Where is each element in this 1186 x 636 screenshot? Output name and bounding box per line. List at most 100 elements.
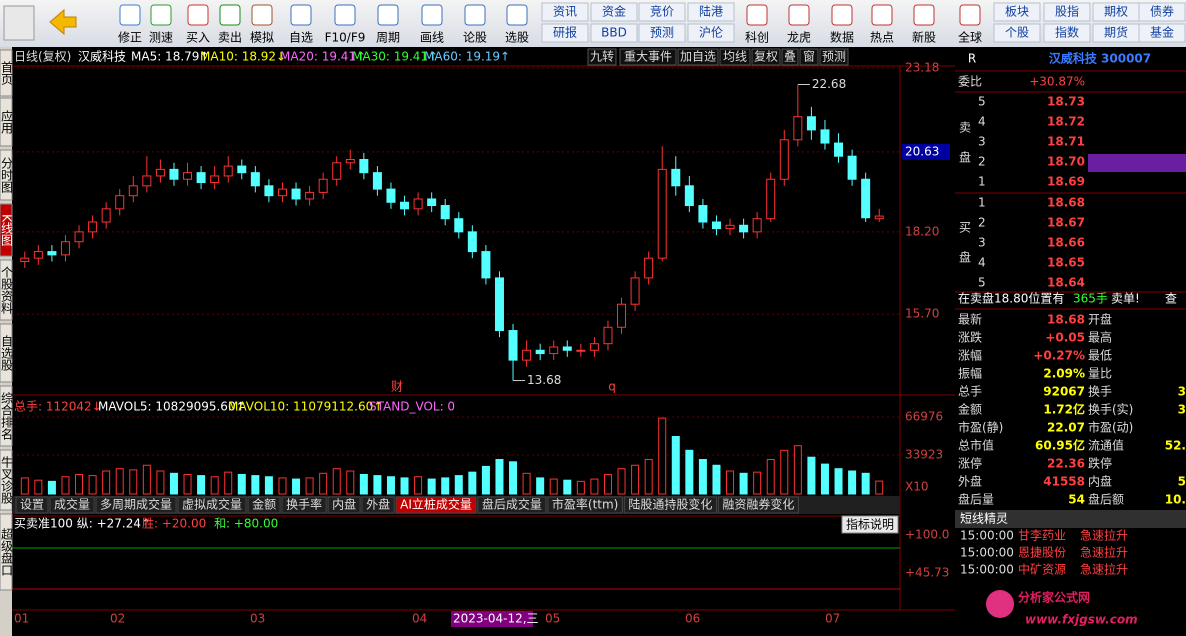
tool-box[interactable] <box>687 23 735 43</box>
tool-button[interactable]: 全球 <box>958 30 982 45</box>
tab-bg[interactable] <box>477 496 547 514</box>
side-tab[interactable] <box>0 385 13 447</box>
tool-button[interactable]: 陆港 <box>699 4 723 19</box>
tab[interactable]: 外盘 <box>366 497 390 512</box>
side-tab-label[interactable]: 自选股 <box>0 335 14 372</box>
tool-icon[interactable] <box>506 4 528 26</box>
tool-button[interactable]: 板块 <box>1005 5 1029 19</box>
tool-button[interactable]: BBD <box>601 26 627 40</box>
tool-icon[interactable] <box>913 4 935 26</box>
side-tab[interactable] <box>0 449 13 511</box>
tab-bg[interactable] <box>717 496 799 514</box>
tool-button[interactable]: 测速 <box>149 31 173 45</box>
tool-button[interactable]: 热点 <box>870 31 894 45</box>
chart-button-label[interactable]: 预测 <box>822 50 846 64</box>
tool-button[interactable]: 期货 <box>1104 25 1128 40</box>
tab-bg[interactable] <box>281 496 327 514</box>
side-tab[interactable] <box>0 149 13 201</box>
tool-button[interactable]: 个股 <box>1005 26 1029 40</box>
indicator-button[interactable] <box>841 515 899 534</box>
side-tab[interactable] <box>0 203 13 257</box>
tool-box[interactable] <box>590 23 638 43</box>
chart-button-label[interactable]: 重大事件 <box>624 50 672 64</box>
tool-button[interactable]: 研报 <box>553 25 577 40</box>
tool-box[interactable] <box>1043 23 1091 43</box>
chart-button[interactable] <box>587 48 617 66</box>
tool-button[interactable]: 论股 <box>463 31 487 45</box>
side-tab[interactable] <box>0 259 13 321</box>
tool-icon[interactable] <box>219 4 241 26</box>
tool-icon[interactable] <box>290 4 312 26</box>
tool-icon[interactable] <box>746 4 768 26</box>
back-arrow[interactable] <box>49 8 77 36</box>
tool-icon[interactable] <box>119 4 141 26</box>
tool-box[interactable] <box>541 23 589 43</box>
tool-button[interactable]: 指数 <box>1055 25 1079 40</box>
tab-bg[interactable] <box>95 496 177 514</box>
chart-button[interactable] <box>781 48 799 66</box>
tab[interactable]: 内盘 <box>332 497 356 512</box>
chart-button-label[interactable]: 九转 <box>590 49 614 64</box>
tool-box[interactable] <box>1138 2 1186 22</box>
tool-button[interactable]: 竞价 <box>650 5 674 19</box>
tool-icon[interactable] <box>464 4 486 26</box>
tool-button[interactable]: 周期 <box>376 31 400 45</box>
tab-bg[interactable] <box>247 496 281 514</box>
tab-bg[interactable] <box>547 496 623 514</box>
tool-button[interactable]: 选股 <box>505 31 529 45</box>
tab[interactable]: 融资融券变化 <box>722 497 794 512</box>
tab-bg[interactable] <box>49 496 95 514</box>
tool-button[interactable]: 模拟 <box>250 31 274 45</box>
tab[interactable]: 陆股通持股变化 <box>628 497 712 512</box>
side-tab-label[interactable]: 牛叉诊股 <box>0 455 14 505</box>
tab[interactable]: 成交量 <box>54 497 90 512</box>
side-tab-label[interactable]: 应用 <box>0 109 14 135</box>
chart-button[interactable] <box>799 48 819 66</box>
tab[interactable]: 换手率 <box>286 497 322 512</box>
chart-button[interactable] <box>619 48 677 66</box>
chart-button[interactable] <box>719 48 751 66</box>
tab[interactable]: 虚拟成交量 <box>182 497 242 512</box>
tool-button[interactable]: 画线 <box>420 31 444 45</box>
tool-button[interactable]: 卖出 <box>218 31 242 45</box>
tool-box[interactable] <box>638 2 686 22</box>
side-tab[interactable] <box>0 97 13 147</box>
tab[interactable]: AI立桩成交量 <box>400 497 472 512</box>
tool-button[interactable]: 自选 <box>289 31 313 45</box>
chart-button-label[interactable]: 均线 <box>723 50 747 64</box>
tool-button[interactable]: 数据 <box>830 30 854 45</box>
spirit-stock[interactable]: 甘李药业 <box>1018 528 1066 543</box>
tab[interactable]: 市盈率(ttm) <box>552 497 618 512</box>
tab-bg[interactable] <box>395 496 477 514</box>
tool-button[interactable]: 资讯 <box>553 5 577 19</box>
tool-icon[interactable] <box>334 4 356 26</box>
tool-button[interactable]: 股指 <box>1055 4 1079 19</box>
side-tab[interactable] <box>0 49 13 97</box>
tool-box[interactable] <box>1043 2 1091 22</box>
tab[interactable]: 盘后成交量 <box>482 497 542 512</box>
tab-bg[interactable] <box>623 496 717 514</box>
tool-icon[interactable] <box>788 4 810 26</box>
tool-button[interactable]: 科创 <box>745 31 769 45</box>
tool-button[interactable]: 修正 <box>118 30 142 45</box>
chart-button[interactable] <box>677 48 719 66</box>
tool-icon[interactable] <box>831 4 853 26</box>
indicator-button-label[interactable]: 指标说明 <box>846 517 894 532</box>
tab-bg[interactable] <box>361 496 395 514</box>
tool-button[interactable]: 资金 <box>602 4 626 19</box>
side-tab[interactable] <box>0 513 13 591</box>
tool-button[interactable]: F10/F9 <box>325 31 366 45</box>
tool-box[interactable] <box>993 23 1041 43</box>
spirit-stock[interactable]: 恩捷股份 <box>1018 546 1066 560</box>
tool-icon[interactable] <box>959 4 981 26</box>
tool-box[interactable] <box>541 2 589 22</box>
tool-box[interactable] <box>993 2 1041 22</box>
spirit-stock[interactable]: 中矿资源 <box>1018 562 1066 577</box>
chart-button[interactable] <box>819 48 849 66</box>
side-tab[interactable] <box>0 323 13 383</box>
chart-button-label[interactable]: 叠 <box>784 50 796 64</box>
tool-icon[interactable] <box>377 4 399 26</box>
side-tab-label[interactable]: K线图 <box>0 214 14 246</box>
chart-button-label[interactable]: 加自选 <box>680 50 716 64</box>
tool-icon[interactable] <box>251 4 273 26</box>
